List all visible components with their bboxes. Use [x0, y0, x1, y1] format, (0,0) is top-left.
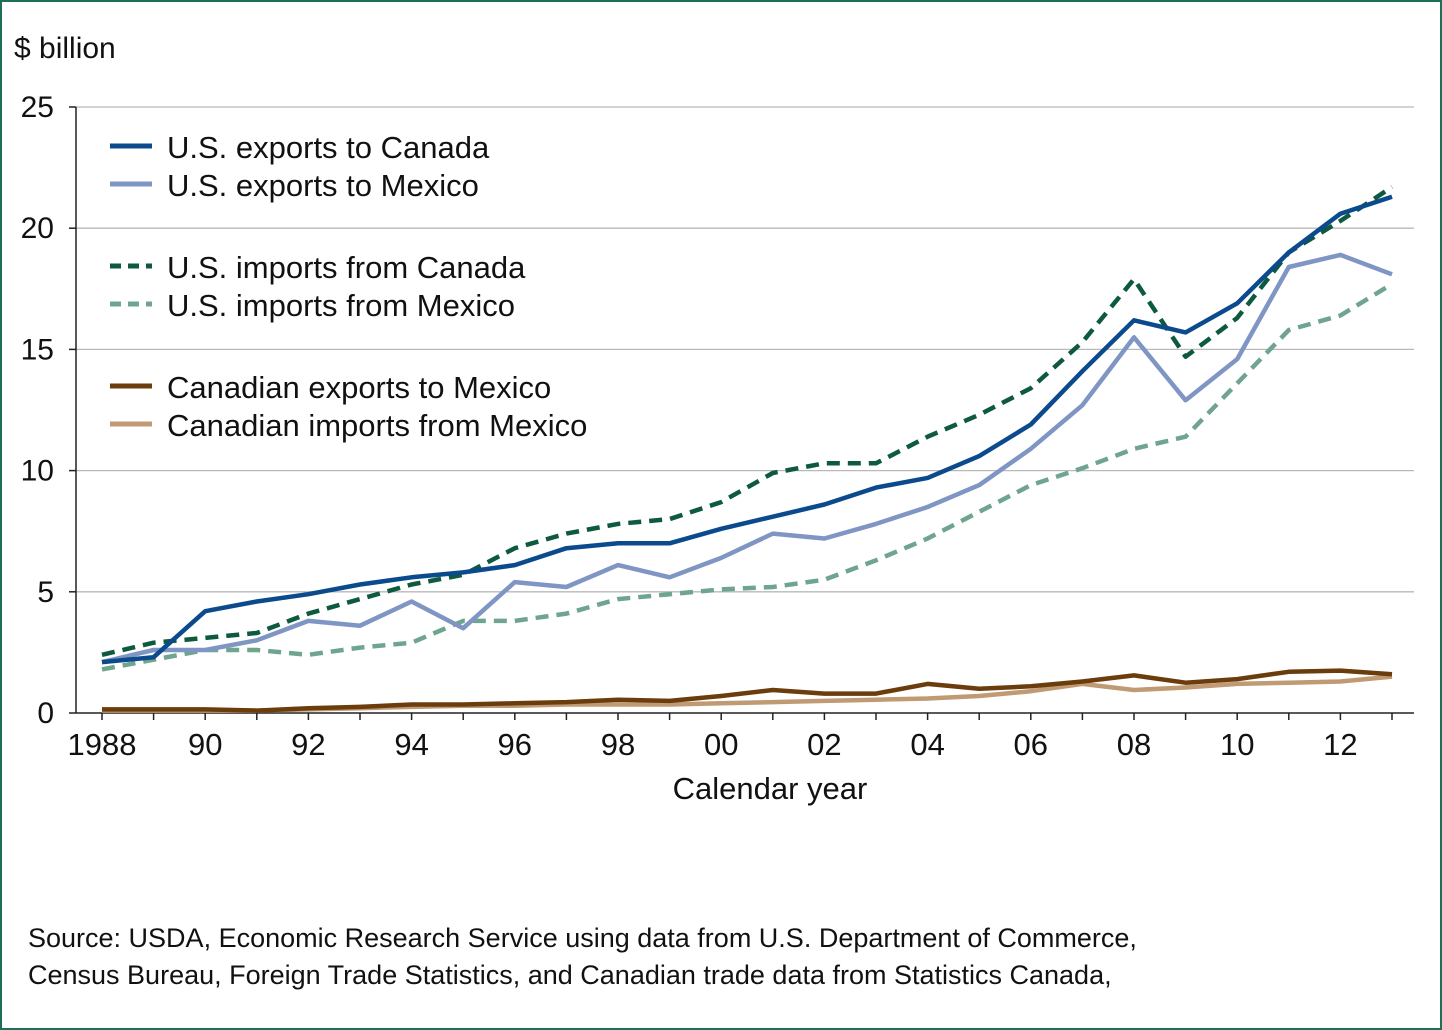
x-tick-label-10: 10	[1220, 727, 1254, 762]
y-tick-label-0: 0	[37, 697, 54, 730]
x-tick-label-12: 12	[1323, 727, 1357, 762]
axes	[75, 107, 1414, 714]
legend-label-5: Canadian exports to Mexico	[167, 370, 551, 405]
x-tick-label-94: 94	[394, 727, 428, 762]
x-axis-ticks: 1988 90 92 94 96 98 00 02 04 06 08 10 12	[68, 713, 1393, 762]
y-axis-label: $ billion	[14, 32, 116, 65]
source-line-1: Source: USDA, Economic Research Service …	[28, 923, 1137, 953]
y-tick-label-5: 5	[37, 576, 54, 609]
legend-label-6: Canadian imports from Mexico	[167, 408, 587, 443]
y-tick-label-25: 25	[21, 91, 54, 124]
x-axis-label: Calendar year	[673, 771, 868, 806]
x-tick-label-02: 02	[807, 727, 841, 762]
y-tick-label-15: 15	[21, 333, 54, 366]
legend-label-3: U.S. imports from Canada	[167, 250, 526, 285]
y-tick-label-20: 20	[21, 212, 54, 245]
line-chart: $ billion 0 5 10 15 20 25 1988 90 92 94 96 98 00 02 0…	[14, 32, 1414, 806]
legend-label-2: U.S. exports to Mexico	[167, 168, 479, 203]
x-tick-label-04: 04	[910, 727, 944, 762]
x-tick-label-92: 92	[291, 727, 325, 762]
x-tick-label-96: 96	[498, 727, 532, 762]
x-tick-label-90: 90	[188, 727, 222, 762]
series-line-canadian-exports-to-mexico	[102, 668, 1393, 713]
series-line-u-s-imports-from-canada	[101, 185, 1394, 657]
x-tick-label-00: 00	[704, 727, 738, 762]
x-tick-label-06: 06	[1014, 727, 1048, 762]
x-tick-label-1988: 1988	[68, 727, 137, 762]
series-line-u-s-exports-to-mexico	[101, 252, 1393, 665]
y-tick-label-10: 10	[21, 455, 54, 488]
legend-label-4: U.S. imports from Mexico	[167, 288, 515, 323]
source-line-2: Census Bureau, Foreign Trade Statistics,…	[28, 960, 1112, 990]
y-axis-ticks: 0 5 10 15 20 25	[21, 91, 76, 730]
legend-label-1: U.S. exports to Canada	[167, 130, 490, 165]
series-line-u-s-imports-from-mexico	[101, 282, 1394, 672]
gridlines	[76, 106, 1414, 593]
series-lines	[101, 185, 1394, 713]
series-line-u-s-exports-to-canada	[101, 194, 1393, 665]
x-tick-label-98: 98	[601, 727, 635, 762]
source-note: Source: USDA, Economic Research Service …	[28, 920, 1418, 994]
x-tick-label-08: 08	[1117, 727, 1151, 762]
